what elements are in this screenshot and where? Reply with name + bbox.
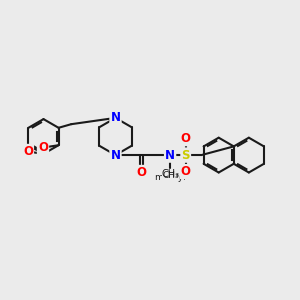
Text: N: N xyxy=(165,148,175,162)
Text: N: N xyxy=(110,148,121,162)
Text: O: O xyxy=(181,165,191,178)
Text: CH₃: CH₃ xyxy=(161,169,179,179)
Text: S: S xyxy=(182,148,190,162)
Text: methyl: methyl xyxy=(154,173,186,182)
Text: O: O xyxy=(38,141,48,154)
Text: O: O xyxy=(136,166,147,179)
Text: N: N xyxy=(110,111,121,124)
Text: CH₃: CH₃ xyxy=(162,171,179,180)
Text: O: O xyxy=(181,132,191,145)
Text: O: O xyxy=(23,145,33,158)
